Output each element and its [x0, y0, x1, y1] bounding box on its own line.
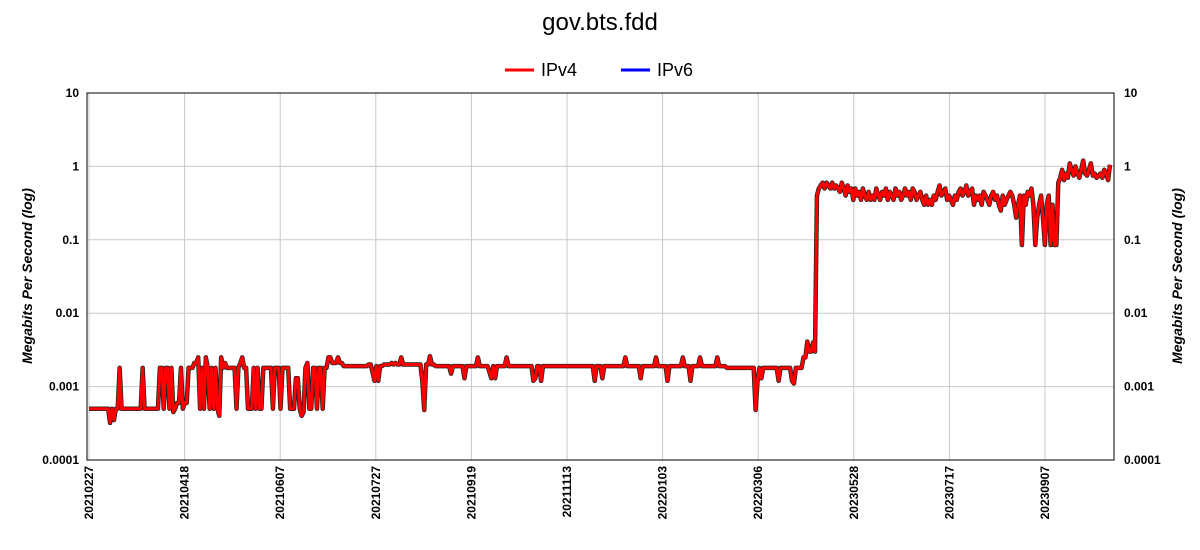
x-tick-label: 20210607 [273, 466, 287, 520]
legend-label-ipv6: IPv6 [657, 60, 693, 80]
y-ticks-right: 10 1 0.1 0.01 0.001 0.0001 [1124, 86, 1161, 467]
x-tick-label: 20220306 [751, 466, 765, 520]
series-line-ipv4 [89, 159, 1112, 425]
x-tick-label: 20210727 [369, 466, 383, 520]
y-tick-label-right: 0.001 [1124, 380, 1154, 394]
chart-title: gov.bts.fdd [542, 9, 658, 36]
y-tick-label-left: 0.001 [49, 380, 79, 394]
y-tick-label-right: 0.01 [1124, 306, 1148, 320]
legend-label-ipv4: IPv4 [541, 60, 577, 80]
y-tick-label-right: 0.1 [1124, 233, 1141, 247]
x-tick-label: 20230528 [847, 466, 861, 520]
y-ticks-left: 10 1 0.1 0.01 0.001 0.0001 [42, 86, 79, 467]
x-tick-label: 20230717 [942, 466, 956, 520]
x-tick-label: 20210418 [178, 466, 192, 520]
y-tick-label-right: 10 [1124, 86, 1138, 100]
y-tick-label-left: 1 [72, 159, 79, 173]
y-tick-label-left: 0.1 [62, 233, 79, 247]
y-axis-label-right: Megabits Per Second (log) [1169, 188, 1185, 364]
y-axis-label-left: Megabits Per Second (log) [19, 188, 35, 364]
y-tick-label-right: 1 [1124, 159, 1131, 173]
y-tick-label-left: 10 [66, 86, 80, 100]
x-tick-label: 20211113 [560, 466, 574, 518]
x-tick-label: 20210227 [82, 466, 96, 520]
y-tick-label-left: 0.0001 [42, 453, 79, 467]
legend: IPv4 IPv6 [505, 60, 693, 80]
x-tick-label: 20210919 [464, 466, 478, 520]
plot-frame [86, 92, 1115, 461]
x-ticks: 20210227 20210418 20210607 20210727 20210919… [82, 466, 1052, 520]
x-tick-label: 20230907 [1038, 466, 1052, 520]
y-tick-label-left: 0.01 [56, 306, 80, 320]
y-tick-label-right: 0.0001 [1124, 453, 1161, 467]
x-tick-label: 20220103 [656, 466, 670, 520]
series [88, 158, 1113, 426]
